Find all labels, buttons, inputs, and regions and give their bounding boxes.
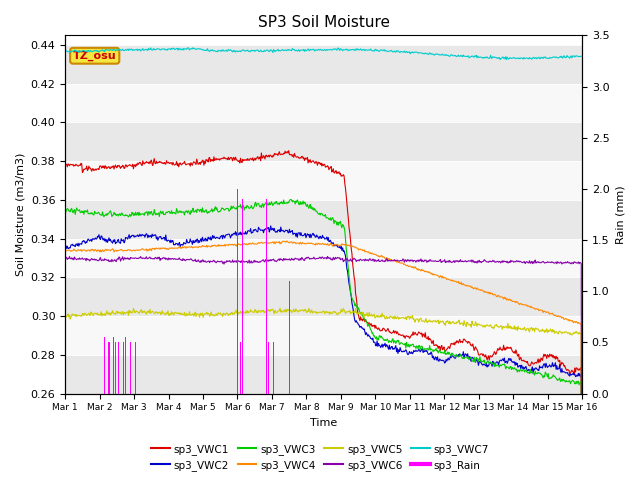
Bar <box>65 316 582 355</box>
X-axis label: Time: Time <box>310 418 337 428</box>
Bar <box>65 239 582 277</box>
Bar <box>65 277 582 316</box>
Bar <box>65 161 582 200</box>
Bar <box>65 84 582 122</box>
Bar <box>65 122 582 161</box>
Bar <box>65 355 582 394</box>
Y-axis label: Rain (mm): Rain (mm) <box>615 185 625 244</box>
Text: TZ_osu: TZ_osu <box>73 50 116 61</box>
Title: SP3 Soil Moisture: SP3 Soil Moisture <box>257 15 390 30</box>
Y-axis label: Soil Moisture (m3/m3): Soil Moisture (m3/m3) <box>15 153 25 276</box>
Bar <box>65 200 582 239</box>
Legend: sp3_VWC1, sp3_VWC2, sp3_VWC3, sp3_VWC4, sp3_VWC5, sp3_VWC6, sp3_VWC7, sp3_Rain: sp3_VWC1, sp3_VWC2, sp3_VWC3, sp3_VWC4, … <box>147 439 493 475</box>
Bar <box>65 45 582 84</box>
